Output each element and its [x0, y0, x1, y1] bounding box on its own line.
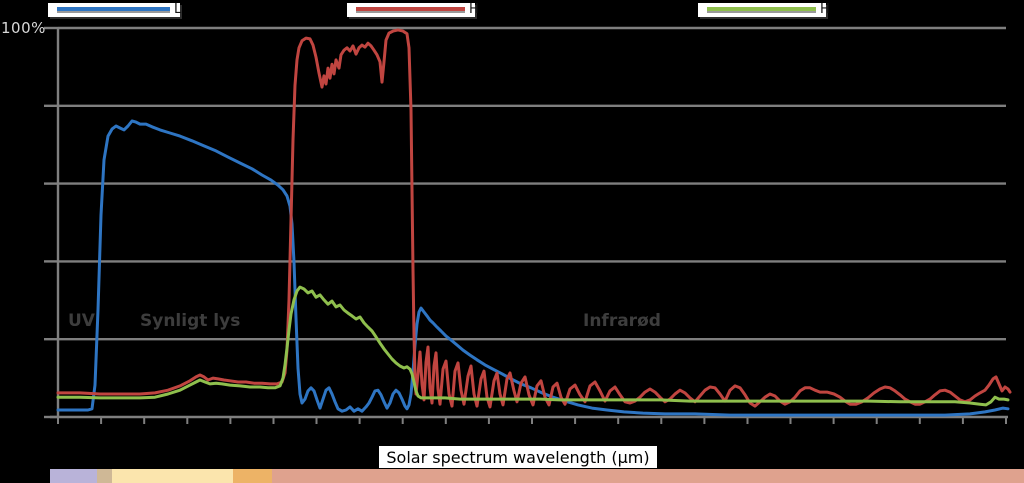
green-series-line [56, 285, 1010, 407]
legend-item-blue-series: L [48, 2, 182, 17]
region-label-0: UV [68, 311, 95, 331]
legend-item-green-series: H [698, 3, 830, 17]
y-axis-100-percent-label: 100% [1, 19, 46, 37]
red-series-line [56, 28, 1012, 409]
strip-segment-cream [112, 469, 233, 483]
region-label-1: Synligt lys [140, 311, 241, 331]
legend-swatch-green-series [707, 7, 816, 11]
legend-swatch-blue-series [57, 7, 170, 11]
x-axis-title-box: Solar spectrum wavelength (µm) [379, 446, 657, 468]
blue-series-line [56, 119, 1010, 417]
strip-segment-orange [233, 469, 272, 483]
x-axis-title: Solar spectrum wavelength (µm) [386, 447, 650, 467]
strip-segment-uv-violet [50, 469, 97, 483]
region-label-2: Infrarød [583, 311, 661, 331]
legend-label-red-series: H [469, 2, 479, 17]
strip-segment-salmon-infrared [272, 469, 1024, 483]
legend-label-blue-series: L [174, 2, 182, 17]
strip-segment-tan [97, 469, 112, 483]
legend-swatch-red-series [356, 7, 465, 11]
legend-item-red-series: H [347, 3, 479, 17]
legend-label-green-series: H [820, 2, 830, 17]
